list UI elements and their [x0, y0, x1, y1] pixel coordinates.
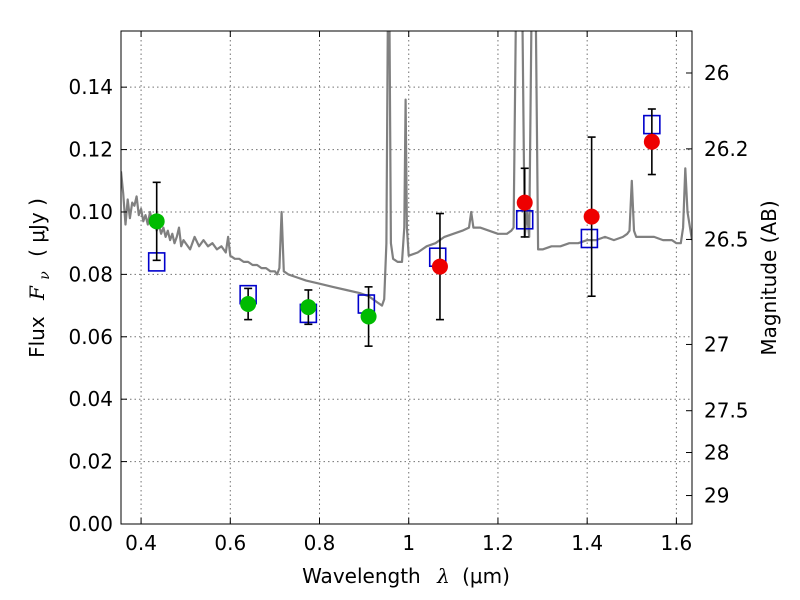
y-tick-label: 0.08	[68, 262, 113, 286]
x-tick-label: 0.4	[125, 531, 157, 555]
y2-tick-label: 28	[704, 441, 729, 465]
photometry-point-red	[431, 258, 448, 275]
photometry-point-red	[516, 194, 533, 211]
photometry-point-green	[360, 308, 377, 325]
x-tick-label: 0.8	[304, 531, 336, 555]
x-axis-label: Wavelength λ (μm)	[302, 564, 510, 588]
y-tick-label: 0.04	[68, 387, 113, 411]
y-tick-label: 0.12	[68, 138, 113, 162]
x-tick-label: 1.2	[482, 531, 514, 555]
y-tick-label: 0.02	[68, 450, 113, 474]
plot-area	[121, 31, 692, 347]
y-tick-label: 0.00	[68, 512, 113, 536]
x-axis-label-unit: (μm)	[462, 564, 510, 588]
x-tick-label: 1.4	[571, 531, 603, 555]
x-tick-label: 1.6	[660, 531, 692, 555]
model-spectrum-line	[121, 31, 692, 307]
y-axis-label-text: Flux	[25, 316, 49, 358]
y-tick-label: 0.10	[68, 200, 113, 224]
y2-tick-label: 26	[704, 61, 729, 85]
y-tick-label: 0.06	[68, 325, 113, 349]
x-axis-label-symbol: λ	[436, 564, 450, 588]
y-axis-label: Flux F ν ( μJy )	[25, 198, 54, 358]
y-axis-label-symbol: F	[25, 285, 49, 301]
y2-axis-label: Magnitude (AB)	[757, 200, 781, 355]
photometry-point-green	[300, 299, 317, 316]
plot-frame	[120, 30, 693, 525]
y-axis-label-subscript: ν	[37, 271, 53, 280]
photometry-point-green	[148, 213, 165, 230]
x-tick-label: 0.6	[214, 531, 246, 555]
y2-tick-label: 27.5	[704, 399, 749, 423]
grid-lines	[121, 31, 692, 525]
photometry-point-green	[240, 296, 257, 313]
axis-ticks: 0.4 0.6 0.8 1 1.2 1.4 1.6 0.00 0.02 0.04 0.06 0.08 0…	[68, 31, 749, 555]
series-layer	[121, 31, 692, 347]
y2-tick-label: 29	[704, 484, 729, 508]
photometry-point-red	[583, 208, 600, 225]
y2-tick-label: 26.5	[704, 227, 749, 251]
x-tick-label: 1	[402, 531, 415, 555]
x-axis-label-text: Wavelength	[302, 564, 421, 588]
photometry-point-red	[643, 133, 660, 150]
y-axis-label-unit: ( μJy )	[25, 198, 49, 257]
model-point	[580, 228, 599, 249]
y2-tick-label: 27	[704, 332, 729, 356]
y-tick-label: 0.14	[68, 75, 113, 99]
y2-tick-label: 26.2	[704, 137, 749, 161]
